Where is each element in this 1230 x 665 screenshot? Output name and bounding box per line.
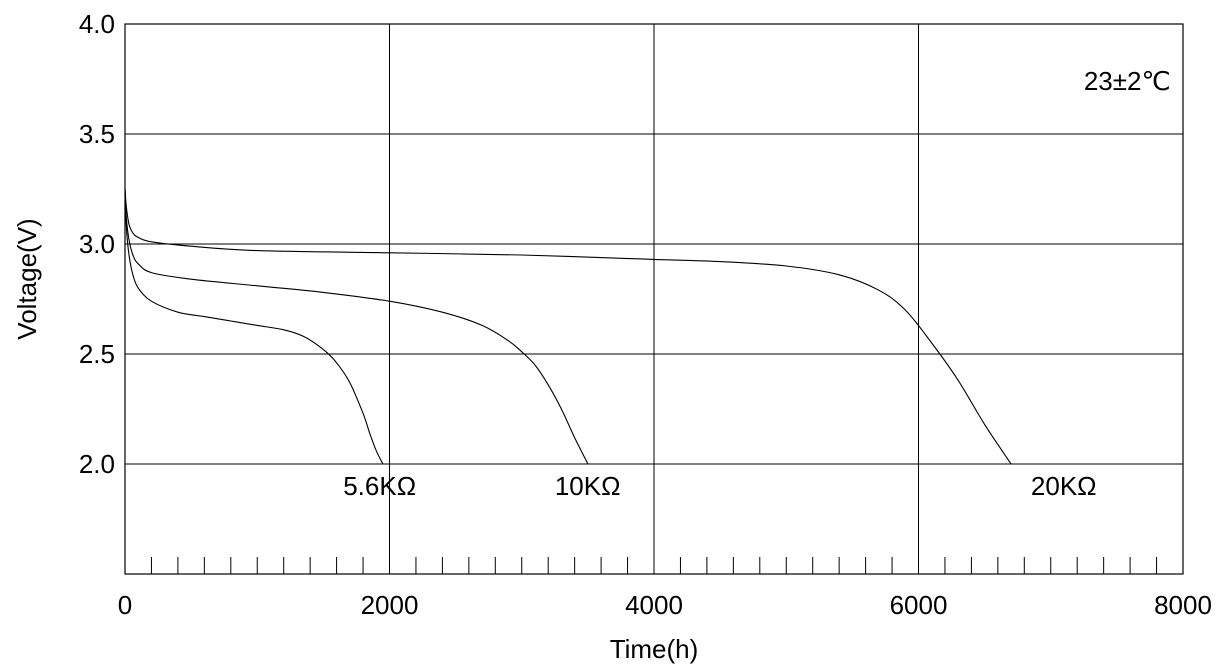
x-tick-labels: 0 2000 4000 6000 8000 [118, 590, 1212, 620]
gridlines [125, 24, 1183, 574]
temperature-annotation: 23±2℃ [1084, 66, 1171, 96]
y-tick-label: 4.0 [79, 9, 115, 39]
y-tick-label: 2.0 [79, 449, 115, 479]
x-tick-label: 6000 [890, 590, 948, 620]
x-axis-title: Time(h) [610, 634, 699, 664]
x-tick-label: 4000 [625, 590, 683, 620]
series-line [124, 188, 384, 465]
plot-frame [124, 23, 1184, 575]
x-tick-label: 8000 [1154, 590, 1212, 620]
y-tick-label: 3.5 [79, 119, 115, 149]
series-label: 5.6KΩ [343, 471, 416, 501]
y-axis-title: Voltage(V) [12, 218, 42, 339]
y-tick-labels: 2.0 2.5 3.0 3.5 4.0 [79, 9, 115, 479]
x-tick-label: 2000 [361, 590, 419, 620]
x-tick-label: 0 [118, 590, 132, 620]
y-tick-label: 2.5 [79, 339, 115, 369]
series-line [124, 188, 589, 465]
minor-ticks [150, 557, 1158, 574]
series-line [124, 188, 1012, 465]
series-label: 10KΩ [555, 471, 621, 501]
series-label: 20KΩ [1031, 471, 1097, 501]
curves [124, 188, 1012, 465]
y-tick-label: 3.0 [79, 229, 115, 259]
series-labels: 5.6KΩ 10KΩ 20KΩ [343, 471, 1096, 501]
